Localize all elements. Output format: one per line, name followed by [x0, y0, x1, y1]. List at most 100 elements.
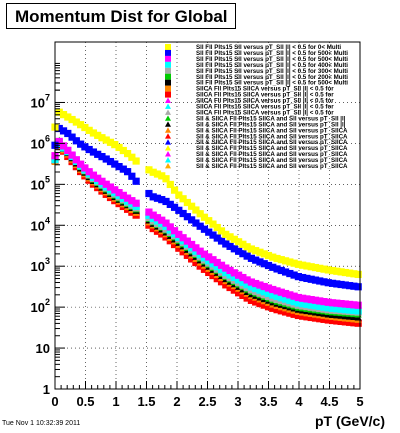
data-point — [337, 268, 345, 276]
y-tick-label: 106 — [31, 133, 50, 151]
data-point — [264, 261, 273, 270]
data-point — [209, 220, 217, 228]
data-point — [303, 274, 311, 283]
data-point — [324, 298, 332, 306]
data-point — [106, 183, 115, 191]
data-point — [230, 235, 238, 243]
data-point — [222, 281, 230, 289]
data-point — [165, 97, 171, 103]
data-point — [115, 163, 123, 171]
data-point — [102, 136, 110, 144]
data-point — [153, 170, 162, 178]
data-point — [333, 305, 341, 313]
data-point — [64, 146, 72, 155]
data-point — [153, 194, 162, 202]
data-point — [333, 317, 341, 325]
data-point — [85, 168, 93, 176]
data-point — [81, 164, 89, 172]
data-point — [165, 91, 171, 98]
data-point — [277, 307, 285, 315]
data-point — [328, 316, 337, 325]
data-point — [119, 146, 127, 155]
data-point — [200, 250, 209, 258]
data-point — [222, 264, 230, 272]
legend-entry-label: Sll & SllCA Fll Plts15 SllCA and Sll ver… — [196, 121, 346, 128]
data-point — [165, 115, 171, 121]
data-point — [55, 124, 63, 133]
chart-title: Momentum Dist for Global — [15, 7, 228, 26]
data-point — [196, 222, 204, 230]
data-point — [205, 268, 213, 277]
data-point — [247, 283, 256, 291]
legend-entry-label: Sll Fll Plts15 Sll versus pT_Sll |l| < 0… — [196, 74, 348, 81]
data-point — [294, 273, 302, 281]
data-point — [269, 291, 277, 299]
data-point — [179, 209, 187, 218]
data-point — [311, 314, 320, 322]
data-point — [235, 271, 243, 279]
footer-date: Tue Nov 1 10:32:39 2011 — [2, 420, 81, 427]
data-point — [311, 276, 320, 284]
data-point — [123, 168, 132, 176]
data-point — [294, 293, 302, 302]
data-point — [217, 278, 226, 286]
data-point — [153, 214, 162, 222]
data-point — [294, 260, 302, 268]
x-axis-title: pT (GeV/c) — [315, 413, 385, 429]
data-point — [354, 270, 362, 279]
data-point — [299, 294, 307, 302]
data-point — [200, 225, 209, 233]
data-point — [286, 269, 294, 278]
data-point — [59, 142, 68, 150]
data-point — [165, 133, 171, 139]
data-point — [205, 228, 213, 236]
data-point — [247, 278, 256, 286]
data-point — [128, 153, 136, 161]
data-point — [256, 248, 264, 256]
data-point — [239, 278, 247, 286]
data-point — [252, 247, 260, 255]
data-point — [68, 115, 76, 124]
data-point — [132, 157, 140, 165]
y-tick-label: 105 — [31, 174, 50, 192]
legend-entry-label: Sll & SllCA Fll Plts15 SllCA and Sll ver… — [196, 133, 348, 140]
data-point — [316, 302, 324, 311]
data-point — [337, 280, 345, 289]
data-point — [205, 257, 213, 265]
x-tick-label: 5 — [356, 394, 363, 409]
data-point — [196, 210, 204, 218]
x-tick-label: 4 — [295, 394, 303, 409]
data-point — [324, 316, 332, 324]
data-point — [324, 279, 332, 287]
data-point — [102, 180, 110, 188]
data-point — [149, 193, 157, 201]
data-point — [239, 291, 247, 300]
data-point — [89, 129, 98, 137]
data-point — [269, 304, 277, 312]
data-point — [170, 203, 179, 211]
data-point — [281, 295, 290, 303]
data-point — [217, 227, 226, 235]
data-point — [260, 250, 268, 258]
data-point — [94, 131, 102, 139]
data-point — [64, 129, 72, 138]
data-point — [269, 285, 277, 294]
y-tick-label: 102 — [31, 297, 50, 315]
data-point — [188, 240, 196, 249]
data-point — [264, 289, 273, 298]
data-point — [303, 300, 311, 309]
data-point — [286, 309, 294, 317]
data-point — [346, 282, 354, 290]
x-tick-label: 0 — [51, 394, 58, 409]
data-point — [165, 109, 171, 115]
data-point — [196, 262, 204, 270]
data-point — [260, 301, 268, 309]
data-point — [243, 252, 251, 260]
series-ffff00 — [51, 108, 362, 279]
data-point — [145, 208, 153, 216]
data-point — [162, 175, 170, 183]
data-point — [217, 261, 226, 269]
data-point — [170, 240, 179, 249]
data-point — [230, 245, 238, 253]
data-point — [165, 163, 171, 169]
